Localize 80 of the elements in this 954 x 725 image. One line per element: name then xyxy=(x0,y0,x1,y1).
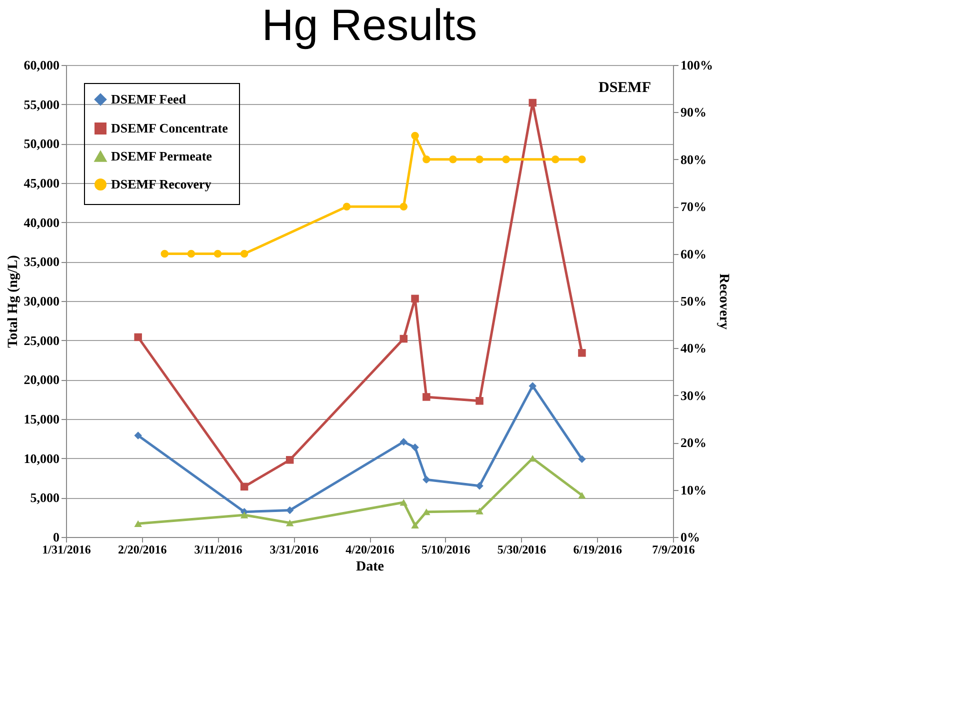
point xyxy=(286,506,294,514)
y2-tick-label: 10% xyxy=(680,482,706,498)
y2-tick-label: 90% xyxy=(680,104,706,120)
y2-tick-label: 50% xyxy=(680,294,706,308)
point xyxy=(411,522,419,529)
point xyxy=(528,98,537,107)
y-tick-label: 35,000 xyxy=(24,254,60,270)
x-axis-title: Date xyxy=(356,560,384,574)
y-tick-label: 40,000 xyxy=(24,214,60,230)
x-tick-label: 6/19/2016 xyxy=(573,542,622,556)
legend-label: DSEMF Feed xyxy=(111,92,187,106)
y2-tick-label: 80% xyxy=(680,152,706,167)
y2-tick-label: 70% xyxy=(680,199,706,214)
x-tick-label: 3/31/2016 xyxy=(270,542,318,556)
point xyxy=(187,250,196,258)
y-tick-label: 55,000 xyxy=(24,96,60,112)
y2-tick-label: 40% xyxy=(680,340,706,356)
point xyxy=(552,156,560,164)
point xyxy=(286,519,294,526)
point xyxy=(411,132,419,140)
point xyxy=(411,294,419,303)
x-tick-label: 5/10/2016 xyxy=(422,542,470,556)
chart-title: Hg Results xyxy=(262,1,478,50)
point xyxy=(400,499,408,506)
point xyxy=(476,482,484,490)
point xyxy=(528,382,537,390)
point xyxy=(134,333,142,342)
point xyxy=(578,349,586,357)
point xyxy=(502,156,510,164)
point xyxy=(578,156,586,164)
point xyxy=(422,476,430,484)
x-tick-label: 3/11/2016 xyxy=(194,542,242,556)
point xyxy=(342,202,351,210)
point xyxy=(240,482,248,491)
x-tick-label: 2/20/2016 xyxy=(118,542,167,556)
point xyxy=(214,250,222,258)
y2-tick-label: 60% xyxy=(680,246,706,262)
x-tick-label: 4/20/2016 xyxy=(346,542,394,556)
y2-tick-label: 30% xyxy=(680,388,706,403)
point xyxy=(476,156,484,164)
y-tick-label: 15,000 xyxy=(24,412,60,426)
point xyxy=(578,492,586,499)
point xyxy=(400,438,408,446)
point xyxy=(400,334,408,343)
y-tick-label: 45,000 xyxy=(24,176,60,190)
point xyxy=(134,432,142,440)
y2-axis-title: Recovery xyxy=(716,274,731,330)
point xyxy=(240,250,248,258)
point xyxy=(422,156,430,164)
y-tick-label: 5,000 xyxy=(30,490,60,506)
legend-label: DSEMF Concentrate xyxy=(111,120,228,136)
y2-tick-label: 100% xyxy=(680,58,713,72)
y-tick-label: 50,000 xyxy=(24,136,60,152)
legend-label: DSEMF Permeate xyxy=(111,148,212,164)
legend-label: DSEMF Recovery xyxy=(111,176,212,192)
x-tick-label: 7/9/2016 xyxy=(652,542,695,556)
point xyxy=(400,202,408,210)
point xyxy=(411,443,419,452)
y-axis-title: Total Hg (ng/L) xyxy=(6,254,21,348)
point xyxy=(160,250,169,258)
point xyxy=(449,156,457,164)
point xyxy=(286,456,294,464)
y-tick-label: 25,000 xyxy=(24,332,60,348)
point xyxy=(422,393,430,401)
y-tick-label: 60,000 xyxy=(24,58,60,72)
y-tick-label: 10,000 xyxy=(24,450,60,466)
y2-tick-label: 20% xyxy=(680,435,706,450)
y-tick-label: 20,000 xyxy=(24,372,60,388)
y2-tick-label: 0% xyxy=(680,530,700,544)
point xyxy=(422,508,430,516)
point xyxy=(476,397,484,405)
point xyxy=(134,520,142,527)
x-tick-label: 5/30/2016 xyxy=(497,542,546,556)
point xyxy=(240,512,248,518)
x-tick-label: 1/31/2016 xyxy=(42,542,91,556)
y-tick-label: 0 xyxy=(53,530,60,544)
point xyxy=(476,508,484,514)
y-tick-label: 30,000 xyxy=(24,294,60,308)
point xyxy=(578,455,586,463)
annotation: DSEMF xyxy=(598,80,651,96)
